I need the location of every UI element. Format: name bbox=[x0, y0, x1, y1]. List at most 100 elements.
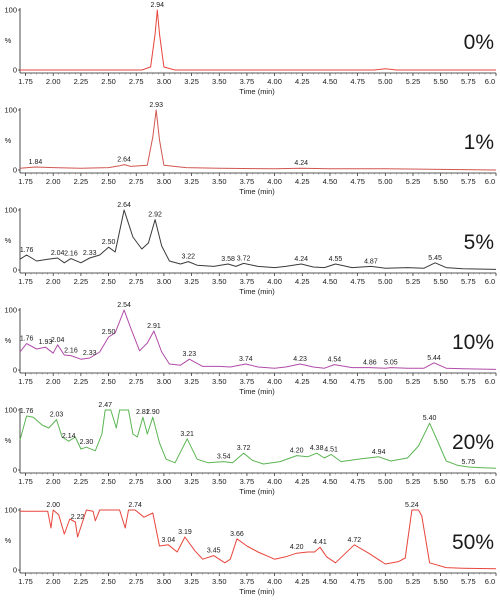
concentration-label: 10% bbox=[452, 331, 494, 354]
x-tick-label: 5.50 bbox=[433, 577, 448, 586]
peak-label: 3.22 bbox=[181, 254, 195, 261]
peak-label: 2.54 bbox=[117, 302, 131, 309]
x-tick-label: 2.00 bbox=[46, 377, 61, 386]
peak-label: 1.76 bbox=[20, 336, 34, 343]
y-tick-label: 0 bbox=[13, 66, 17, 75]
concentration-label: 1% bbox=[464, 131, 494, 154]
peak-label: 1.76 bbox=[20, 247, 34, 254]
x-tick-label: 4.00 bbox=[267, 577, 282, 586]
concentration-label: 5% bbox=[464, 231, 494, 254]
chromatogram-panel-2: 0 100% 1.75 2.00 2.25 2.50 2.75 3.00 3.25 3.50 3.7… bbox=[4, 102, 497, 196]
x-tick-label: 1.75 bbox=[18, 277, 33, 286]
x-tick-label: 3.75 bbox=[240, 377, 255, 386]
x-tick-label: 2.25 bbox=[74, 477, 89, 486]
x-tick-label: 3.50 bbox=[212, 77, 227, 86]
x-tick-label: 4.25 bbox=[295, 577, 310, 586]
y-tick-label: 0 bbox=[13, 266, 17, 275]
peak-label: 2.64 bbox=[117, 202, 131, 209]
x-tick-label: 4.50 bbox=[323, 477, 338, 486]
peak-label: 4.38 bbox=[310, 445, 324, 452]
x-tick-label: 5.00 bbox=[378, 277, 393, 286]
x-tick-label: 3.25 bbox=[184, 77, 199, 86]
x-tick-label: 4.50 bbox=[323, 277, 338, 286]
x-tick-label: 5.00 bbox=[378, 77, 393, 86]
x-tick-label: 4.50 bbox=[323, 177, 338, 186]
peak-label: 2.04 bbox=[51, 337, 65, 344]
x-tick-label: 5.00 bbox=[378, 377, 393, 386]
x-tick-label: 4.00 bbox=[267, 77, 282, 86]
peak-label: 4.86 bbox=[363, 360, 377, 367]
x-tick-label: 4.00 bbox=[267, 177, 282, 186]
x-tick-label: 3.50 bbox=[212, 377, 227, 386]
peak-label: 3.72 bbox=[237, 445, 251, 452]
x-tick-label: 2.25 bbox=[74, 77, 89, 86]
peak-label: 2.00 bbox=[46, 502, 60, 509]
peak-label: 4.51 bbox=[324, 446, 338, 453]
peak-label: 5.40 bbox=[423, 415, 437, 422]
y-axis-label: % bbox=[5, 36, 12, 45]
peak-label: 2.81 bbox=[136, 409, 150, 416]
x-tick-label: 3.25 bbox=[184, 577, 199, 586]
peak-label: 5.24 bbox=[405, 502, 419, 509]
x-tick-label: 2.25 bbox=[74, 577, 89, 586]
x-tick-label: 2.75 bbox=[129, 277, 144, 286]
peak-label: 2.64 bbox=[117, 157, 131, 164]
y-tick-label: 0 bbox=[13, 366, 17, 375]
y-tick-label: 100 bbox=[4, 206, 17, 215]
x-tick-label: 3.75 bbox=[240, 77, 255, 86]
x-tick-label: 4.00 bbox=[267, 277, 282, 286]
concentration-label: 0% bbox=[464, 31, 494, 54]
x-tick-label: 3.00 bbox=[157, 377, 172, 386]
x-tick-label: 6.0 bbox=[485, 77, 495, 86]
x-tick-label: 2.50 bbox=[101, 77, 116, 86]
x-tick-label: 3.50 bbox=[212, 577, 227, 586]
x-tick-label: 2.75 bbox=[129, 377, 144, 386]
x-tick-label: 2.25 bbox=[74, 177, 89, 186]
chromatogram-trace bbox=[20, 9, 496, 71]
peak-label: 2.16 bbox=[64, 348, 78, 355]
peak-label: 2.91 bbox=[147, 323, 161, 330]
chromatogram-trace bbox=[19, 109, 497, 171]
x-tick-label: 5.50 bbox=[433, 177, 448, 186]
x-tick-label: 1.75 bbox=[18, 477, 33, 486]
concentration-label: 20% bbox=[452, 431, 494, 454]
x-tick-label: 4.25 bbox=[295, 77, 310, 86]
y-tick-label: 0 bbox=[13, 166, 17, 175]
x-tick-label: 4.00 bbox=[267, 377, 282, 386]
x-tick-label: 5.25 bbox=[406, 377, 421, 386]
x-tick-label: 3.00 bbox=[157, 577, 172, 586]
peak-label: 2.50 bbox=[102, 329, 116, 336]
peak-label: 1.93 bbox=[39, 339, 53, 346]
x-tick-label: 5.75 bbox=[461, 277, 476, 286]
peak-label: 2.03 bbox=[50, 412, 64, 419]
x-tick-label: 3.25 bbox=[184, 477, 199, 486]
x-tick-label: 3.50 bbox=[212, 177, 227, 186]
peak-label: 5.44 bbox=[427, 355, 441, 362]
peak-label: 3.74 bbox=[239, 356, 253, 363]
peak-label: 4.41 bbox=[313, 539, 327, 546]
x-tick-label: 5.50 bbox=[433, 377, 448, 386]
x-tick-label: 2.75 bbox=[129, 77, 144, 86]
peak-label: 2.33 bbox=[83, 350, 97, 357]
y-axis-label: % bbox=[5, 136, 12, 145]
chromatogram-panel-4: 0 100% 1.75 2.00 2.25 2.50 2.75 3.00 3.25 3.50 3.7… bbox=[4, 302, 497, 396]
peak-label: 2.92 bbox=[148, 212, 162, 219]
x-tick-label: 2.75 bbox=[129, 477, 144, 486]
x-tick-label: 4.75 bbox=[350, 477, 365, 486]
x-tick-label: 2.50 bbox=[101, 577, 116, 586]
x-tick-label: 4.25 bbox=[295, 177, 310, 186]
peak-label: 5.05 bbox=[384, 360, 398, 367]
x-tick-label: 2.50 bbox=[101, 377, 116, 386]
peak-label: 2.16 bbox=[64, 251, 78, 258]
x-tick-label: 2.00 bbox=[46, 577, 61, 586]
x-axis-label: Time (min) bbox=[239, 387, 275, 396]
y-axis-label: % bbox=[5, 536, 12, 545]
x-tick-label: 5.00 bbox=[378, 177, 393, 186]
peak-label: 2.22 bbox=[71, 514, 85, 521]
peak-label: 4.72 bbox=[347, 537, 361, 544]
chromatogram-panel-1: 0 100% 1.75 2.00 2.25 2.50 2.75 3.00 3.25 3.50 3.7… bbox=[4, 2, 497, 96]
x-tick-label: 1.75 bbox=[18, 577, 33, 586]
x-tick-label: 2.00 bbox=[46, 177, 61, 186]
x-tick-label: 5.25 bbox=[406, 177, 421, 186]
